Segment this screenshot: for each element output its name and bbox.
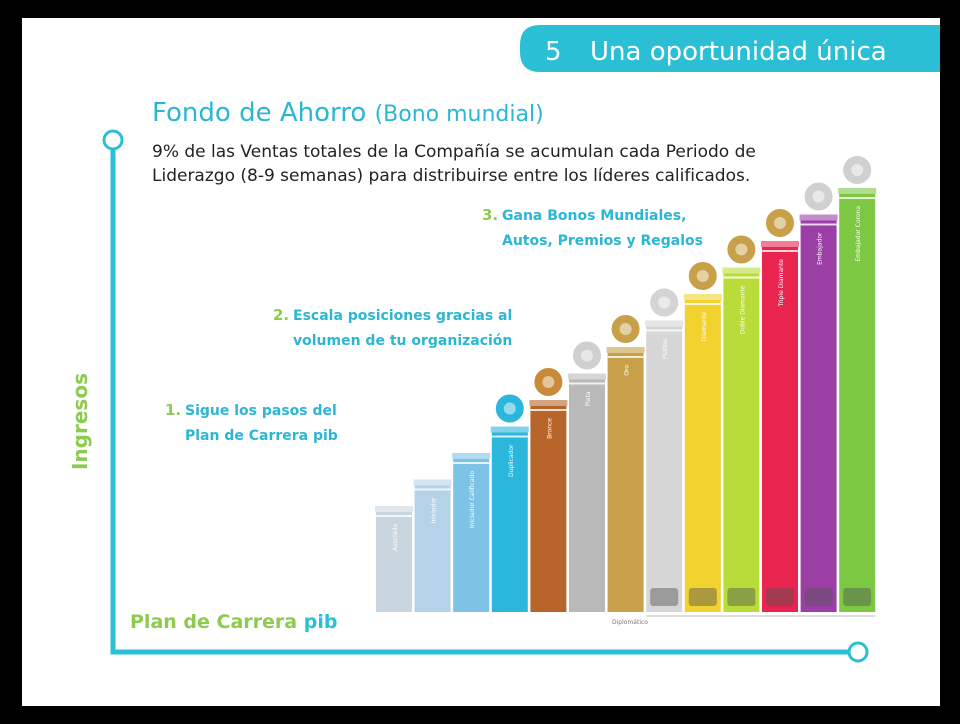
level-bar xyxy=(376,512,412,612)
step-text: Escala posiciones gracias al xyxy=(293,308,512,324)
level-bar xyxy=(800,220,837,612)
level-bar-cap xyxy=(452,453,491,459)
axes xyxy=(110,142,856,655)
step-text: Plan de Carrera pib xyxy=(185,428,338,444)
level-label: Duplicador xyxy=(508,444,515,477)
levels: Asociado Iniciador Iniciador Calificado Dup… xyxy=(375,154,877,626)
level-prize xyxy=(843,588,872,606)
step-number: 3. xyxy=(482,206,498,224)
level-medallion-core xyxy=(696,270,709,282)
axis-cap xyxy=(102,129,124,151)
level-bar-cap xyxy=(838,188,877,194)
level-label: Embajador Corona xyxy=(855,206,862,262)
level-bar-cap xyxy=(375,506,413,512)
axis-line xyxy=(110,142,856,655)
level-label: Iniciador Calificado xyxy=(469,471,476,528)
level-bar-cap xyxy=(645,320,684,327)
level-label: Iniciador xyxy=(431,497,438,523)
level-bar-cap xyxy=(606,347,645,353)
level-prize xyxy=(650,588,679,606)
x-axis-label-brand: pib xyxy=(304,611,338,633)
x-axis-label-text: Plan de Carrera xyxy=(130,611,297,633)
level-bar-cap xyxy=(490,426,529,433)
step-text: Sigue los pasos del xyxy=(185,403,337,419)
step-text: Autos, Premios y Regalos xyxy=(502,233,703,249)
level-bar-cap xyxy=(568,373,606,380)
level-label: Doble Diamante xyxy=(739,285,746,334)
level-medallion-core xyxy=(503,402,516,415)
level-bar-stripe xyxy=(414,488,451,491)
level-medallion-core xyxy=(812,190,825,203)
heading-title: Fondo de Ahorro xyxy=(152,98,366,128)
level-label: Triple Diamante xyxy=(778,259,785,308)
x-axis-label: Plan de Carrera pib xyxy=(130,611,337,633)
level-medallion-core xyxy=(542,376,555,388)
level-bar-stripe xyxy=(491,435,528,438)
level-bar-stripe xyxy=(530,409,567,411)
level-label: Diamante xyxy=(701,312,708,342)
step-number: 2. xyxy=(273,306,289,324)
level-bar xyxy=(762,247,798,612)
group-label: Diplomático xyxy=(612,619,648,626)
header-title: Una oportunidad única xyxy=(590,37,887,67)
level-medallion-core xyxy=(581,349,593,362)
level-bar-cap xyxy=(413,479,452,486)
step-number: 1. xyxy=(165,401,181,419)
level-bar-stripe xyxy=(376,515,412,517)
level-bar-stripe xyxy=(684,303,721,305)
level-bar xyxy=(839,194,876,612)
level-medallion-core xyxy=(735,243,748,256)
heading-subtitle: (Bono mundial) xyxy=(375,102,544,127)
level-bar xyxy=(646,326,683,612)
steps: 1. Sigue los pasos del Plan de Carrera pib… xyxy=(165,206,703,444)
level-bar-cap xyxy=(722,267,761,274)
level-bar-stripe xyxy=(453,462,490,464)
step-text: volumen de tu organización xyxy=(293,333,512,349)
description-line: Liderazgo (8-9 semanas) para distribuirs… xyxy=(152,166,750,186)
header-number: 5 xyxy=(545,37,562,67)
level-bar xyxy=(453,459,490,612)
level-bar-cap xyxy=(761,241,799,247)
heading: Fondo de Ahorro (Bono mundial) xyxy=(152,98,544,128)
level-bar-stripe xyxy=(607,356,644,358)
axis-cap xyxy=(847,641,869,663)
step-text: Gana Bonos Mundiales, xyxy=(502,208,686,224)
level-bar-cap xyxy=(683,294,722,300)
level-medallion-core xyxy=(658,296,671,309)
level-bar xyxy=(491,432,528,612)
level-label: Oro xyxy=(624,365,631,376)
level-label: Embajador xyxy=(817,232,824,265)
level-medallion-core xyxy=(774,217,786,229)
header-banner xyxy=(520,25,940,72)
level-bar-stripe xyxy=(646,329,683,332)
level-bar xyxy=(569,379,605,612)
y-axis-label: Ingresos xyxy=(68,373,92,470)
level-bar xyxy=(607,353,644,612)
level-bar xyxy=(530,406,567,612)
description-line: 9% de las Ventas totales de la Compañía … xyxy=(152,142,756,162)
level-medallion-core xyxy=(851,164,864,176)
level-bar xyxy=(414,485,451,612)
level-bar-stripe xyxy=(723,276,760,279)
level-bar-stripe xyxy=(800,223,837,226)
level-medallion-core xyxy=(619,323,632,335)
level-bar-stripe xyxy=(569,382,605,385)
level-bar xyxy=(723,273,760,612)
level-bar-cap xyxy=(799,214,838,221)
level-prize xyxy=(688,588,717,606)
level-label: Asociado xyxy=(392,524,399,551)
level-bar-cap xyxy=(529,400,568,406)
level-prize xyxy=(804,588,833,606)
level-prize xyxy=(766,588,794,606)
level-bar xyxy=(684,300,721,612)
level-label: Plata xyxy=(585,391,592,406)
level-bar-stripe xyxy=(762,250,798,252)
level-label: Bronce xyxy=(546,418,553,439)
level-label: Platino xyxy=(662,338,669,359)
level-bar-stripe xyxy=(839,197,876,199)
level-prize xyxy=(727,588,756,606)
